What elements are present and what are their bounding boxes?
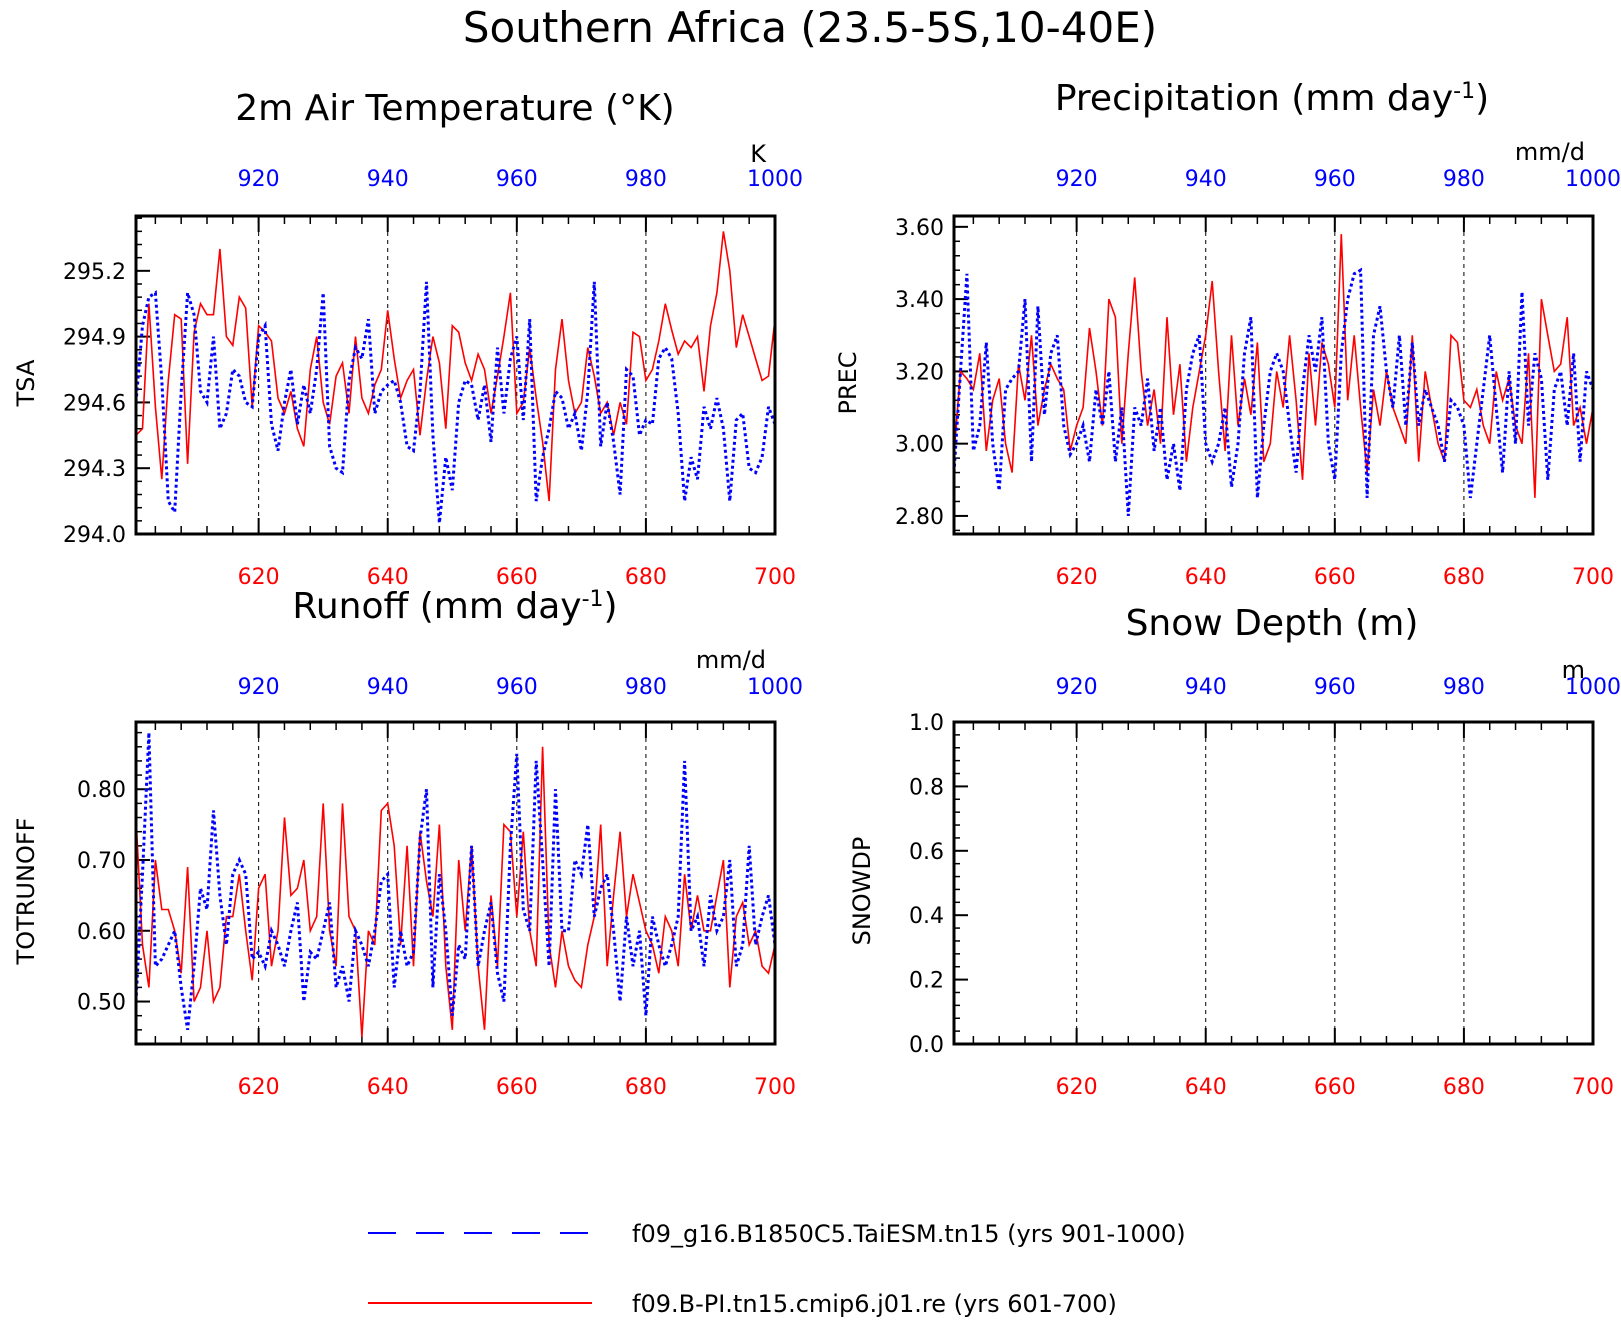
x-top-tick-label: 1000	[1565, 675, 1621, 700]
x-top-tick-label: 940	[367, 675, 409, 700]
x-bottom-tick-label: 700	[754, 1075, 796, 1100]
panel-tsa: 2m Air Temperature (°K) K TSA 294.0 294.3 294…	[12, 88, 803, 590]
y-tick-label: 294.9	[63, 326, 126, 351]
x-bottom-tick-label: 620	[238, 1075, 280, 1100]
y-tick-label: 0.70	[77, 849, 126, 874]
series-line-blue	[134, 732, 777, 1031]
x-bottom-tick-label: 680	[1443, 1075, 1485, 1100]
y-axis-label: TOTRUNOFF	[12, 818, 40, 966]
series-line-blue	[952, 267, 1595, 516]
x-bottom-tick-label: 660	[1314, 1075, 1356, 1100]
y-axis-label: SNOWDP	[848, 837, 876, 946]
y-tick-label: 2.80	[895, 505, 944, 530]
panel-title: 2m Air Temperature (°K)	[235, 88, 674, 129]
x-bottom-tick-label: 640	[367, 1075, 409, 1100]
y-tick-label: 1.0	[909, 711, 944, 736]
x-top-tick-label: 1000	[747, 167, 803, 192]
x-top-tick-label: 920	[1056, 167, 1098, 192]
panel-title: Runoff (mm day-1)	[292, 586, 617, 627]
x-top-tick-label: 980	[625, 167, 667, 192]
legend: f09_g16.B1850C5.TaiESM.tn15 (yrs 901-100…	[368, 1220, 1186, 1318]
panel-prec: Precipitation (mm day-1) mm/d PREC 2.80 3.00…	[834, 78, 1621, 590]
units-label: mm/d	[1515, 138, 1585, 166]
x-bottom-tick-label: 620	[238, 565, 280, 590]
y-tick-label: 295.2	[63, 260, 126, 285]
plot-frame	[952, 214, 1595, 536]
x-top-tick-label: 980	[1443, 167, 1485, 192]
panel-snowdp: Snow Depth (m) m SNOWDP 0.0 0.2 0.4 0.6 0.8 1.0 6…	[848, 603, 1621, 1100]
plot-frame	[134, 720, 777, 1046]
y-tick-label: 3.00	[895, 433, 944, 458]
plot-frame	[134, 214, 777, 536]
units-label: mm/d	[696, 646, 766, 674]
x-top-tick-label: 960	[496, 675, 538, 700]
x-top-tick-label: 960	[496, 167, 538, 192]
x-top-tick-label: 1000	[747, 675, 803, 700]
x-top-tick-label: 920	[238, 675, 280, 700]
series-line-red	[953, 234, 1594, 498]
y-tick-label: 0.4	[909, 904, 944, 929]
x-top-tick-label: 940	[1185, 675, 1227, 700]
y-tick-label: 294.3	[63, 457, 126, 482]
y-tick-label: 3.60	[895, 216, 944, 241]
x-top-tick-label: 1000	[1565, 167, 1621, 192]
x-top-tick-label: 920	[1056, 675, 1098, 700]
y-axis-label: TSA	[12, 359, 40, 407]
y-tick-label: 0.80	[77, 778, 126, 803]
y-tick-label: 0.6	[909, 840, 944, 865]
y-tick-label: 0.8	[909, 775, 944, 800]
x-bottom-tick-label: 680	[1443, 565, 1485, 590]
series-line-red	[135, 231, 776, 502]
x-bottom-tick-label: 700	[1572, 565, 1614, 590]
x-top-tick-label: 960	[1314, 675, 1356, 700]
y-tick-label: 0.2	[909, 969, 944, 994]
title-superscript: -1	[582, 587, 604, 612]
y-tick-label: 0.60	[77, 920, 126, 945]
series-line-blue	[134, 281, 777, 524]
x-bottom-tick-label: 700	[754, 565, 796, 590]
x-bottom-tick-label: 660	[1314, 565, 1356, 590]
legend-label-blue: f09_g16.B1850C5.TaiESM.tn15 (yrs 901-100…	[632, 1220, 1186, 1248]
x-bottom-tick-label: 640	[1185, 565, 1227, 590]
x-top-tick-label: 980	[625, 675, 667, 700]
x-bottom-tick-label: 680	[625, 565, 667, 590]
y-tick-label: 3.40	[895, 288, 944, 313]
y-tick-label: 3.20	[895, 360, 944, 385]
panel-title: Snow Depth (m)	[1126, 603, 1419, 644]
x-bottom-tick-label: 620	[1056, 1075, 1098, 1100]
y-axis-label: PREC	[834, 351, 862, 414]
x-bottom-tick-label: 660	[496, 565, 538, 590]
y-tick-label: 0.0	[909, 1033, 944, 1058]
x-top-tick-label: 920	[238, 167, 280, 192]
title-suffix: )	[1475, 78, 1489, 119]
y-tick-label: 0.50	[77, 991, 126, 1016]
x-bottom-tick-label: 640	[367, 565, 409, 590]
x-top-tick-label: 940	[1185, 167, 1227, 192]
x-bottom-tick-label: 640	[1185, 1075, 1227, 1100]
panels: 2m Air Temperature (°K) K TSA 294.0 294.3 294…	[12, 78, 1621, 1100]
units-label: m	[1562, 656, 1585, 684]
x-top-tick-label: 940	[367, 167, 409, 192]
y-tick-label: 294.0	[63, 523, 126, 548]
x-bottom-tick-label: 700	[1572, 1075, 1614, 1100]
y-tick-label: 294.6	[63, 391, 126, 416]
panel-title: Precipitation (mm day-1)	[1055, 78, 1489, 119]
panel-totrunoff: Runoff (mm day-1) mm/d TOTRUNOFF 0.50 0.60 0.…	[12, 586, 803, 1100]
title-superscript: -1	[1453, 79, 1475, 104]
figure-title: Southern Africa (23.5-5S,10-40E)	[463, 3, 1157, 52]
x-bottom-tick-label: 660	[496, 1075, 538, 1100]
x-bottom-tick-label: 680	[625, 1075, 667, 1100]
title-suffix: )	[604, 586, 618, 627]
units-label: K	[750, 140, 767, 168]
legend-label-red: f09.B-PI.tn15.cmip6.j01.re (yrs 601-700)	[632, 1290, 1117, 1318]
x-top-tick-label: 980	[1443, 675, 1485, 700]
x-bottom-tick-label: 620	[1056, 565, 1098, 590]
x-top-tick-label: 960	[1314, 167, 1356, 192]
plot-frame	[952, 720, 1595, 1046]
series-line-red	[135, 746, 776, 1037]
